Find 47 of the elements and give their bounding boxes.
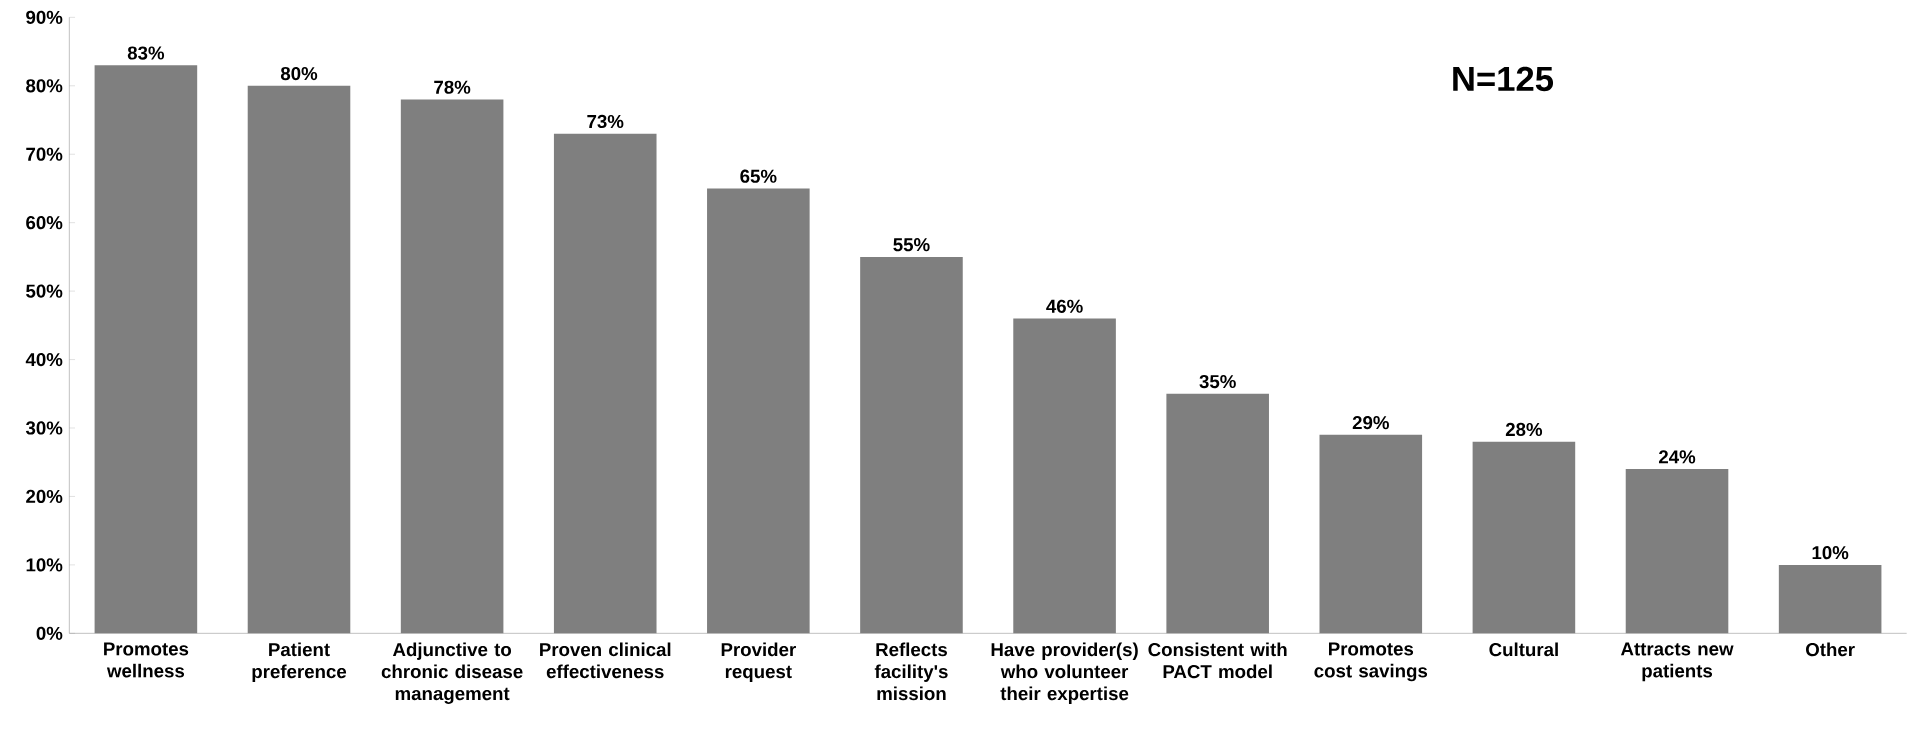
y-tick-label: 90% <box>26 10 63 24</box>
bar <box>1013 318 1116 634</box>
annotation: N=125 <box>1453 66 1554 92</box>
data-label: 46% <box>1046 299 1083 313</box>
bar <box>860 256 963 634</box>
x-tick-label: Provider request <box>721 642 796 682</box>
bar <box>1166 393 1269 634</box>
data-label: 24% <box>1658 450 1696 464</box>
x-tick-label: Attracts new patients <box>1620 642 1734 682</box>
x-tick-label: Patient preference <box>252 642 347 682</box>
x-tick-label: Other <box>1806 642 1855 657</box>
y-tick-label: 20% <box>26 489 63 503</box>
y-tick-label: 40% <box>25 352 63 367</box>
y-tick-label: 80% <box>26 79 63 93</box>
bar <box>400 99 504 634</box>
y-tick-label: 10% <box>26 558 63 572</box>
bar <box>1319 434 1423 634</box>
bar <box>707 188 810 634</box>
x-tick-label: Reflects facility's mission <box>874 642 948 701</box>
y-tick-label: 70% <box>26 147 63 161</box>
x-tick-label: Proven clinical effectiveness <box>540 642 671 679</box>
y-tick-label: 30% <box>25 421 63 435</box>
data-label: 78% <box>434 80 471 94</box>
data-label: 73% <box>587 114 624 128</box>
y-tick-label: 50% <box>26 284 63 298</box>
data-label: 10% <box>1812 545 1849 560</box>
y-tick-label: 60% <box>26 215 63 230</box>
x-tick-label: Cultural <box>1489 642 1558 657</box>
data-label: 83% <box>127 46 165 60</box>
bar <box>1472 441 1576 634</box>
x-tick-label: Promotes cost savings <box>1314 642 1428 682</box>
data-label: 35% <box>1199 374 1236 389</box>
bar <box>94 65 198 634</box>
bar <box>1778 564 1882 634</box>
y-tick-label: 0% <box>36 626 63 640</box>
bar <box>247 85 351 634</box>
x-tick-label: Consistent with PACT model <box>1148 642 1287 679</box>
data-label: 28% <box>1505 422 1543 436</box>
bar <box>553 133 657 634</box>
data-label: 29% <box>1352 415 1389 430</box>
x-tick-label: Adjunctive to chronic disease management <box>381 642 523 704</box>
data-label: 80% <box>280 66 318 81</box>
x-tick-label: Have provider(s) who volunteer their expertise <box>991 642 1138 704</box>
data-label: 55% <box>893 237 930 252</box>
x-tick-label: Promotes wellness <box>104 642 189 678</box>
bar <box>1625 468 1729 634</box>
data-label: 65% <box>740 169 777 183</box>
